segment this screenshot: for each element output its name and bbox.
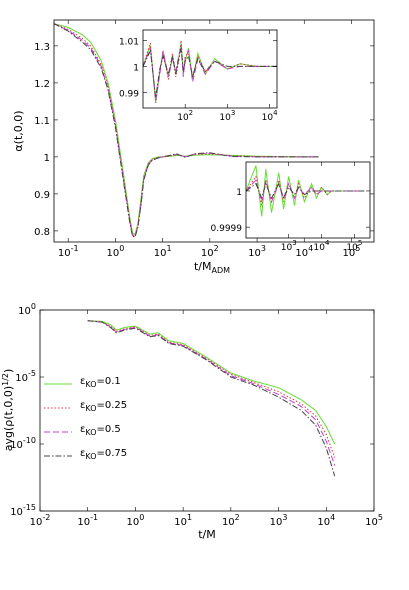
top-ytick-label-0: 0.8 <box>34 227 50 238</box>
bottom-ylabel-sup: 1/2 <box>1 373 10 386</box>
inset1-background <box>143 30 277 108</box>
bottom-xtick-label-7: 105 <box>365 513 383 528</box>
legend-label-1: εKO=0.25 <box>80 400 127 413</box>
inset1-ytick-label-0: 0.99 <box>119 89 139 99</box>
bottom-axes-frame <box>39 309 375 512</box>
inset1-series-group <box>143 40 277 103</box>
inset1-xtick-label-1: 103 <box>219 109 235 123</box>
inset2-series-group <box>246 165 365 217</box>
legend-label-3: εKO=0.75 <box>80 448 127 461</box>
bottom-x-ticks: 10-2 10-1 100 101 102 103 104 105 <box>30 310 383 528</box>
top-xtick-label-0: 10-1 <box>58 244 79 259</box>
inset2-xtick-label-0: 103 <box>281 239 297 253</box>
legend-label-0: εKO=0.1 <box>80 376 121 389</box>
top-xtick-label-6: 105 <box>343 244 361 259</box>
bottom-ylabel: avg(ρ(t,0,0)1/2) <box>1 369 15 452</box>
bottom-y-ticks: 100 10-5 10-10 10-15 <box>10 302 374 518</box>
top-ytick-label-4: 1.2 <box>34 79 50 90</box>
bottom-xtick-label-1: 10-1 <box>77 513 98 528</box>
top-ytick-label-2: 1 <box>44 153 50 164</box>
bottom-series-0 <box>87 320 336 445</box>
top-series-3 <box>54 23 319 238</box>
inset1-ytick-label-1: 1 <box>133 63 139 73</box>
inset2-xtick-label-1: 104 <box>314 239 330 253</box>
bottom-ylabel-end: ) <box>2 369 15 373</box>
inset2-background <box>246 162 370 238</box>
bottom-xtick-label-3: 101 <box>174 513 192 528</box>
inset1-y-ticks: 0.99 1 1.01 <box>119 37 277 99</box>
bottom-ylabel-main: avg(ρ(t,0,0) <box>2 386 15 451</box>
inset1-series-3 <box>143 48 277 98</box>
bottom-ytick-label-2: 10-10 <box>10 436 36 451</box>
inset2-ytick-label-1: 1 <box>236 188 242 198</box>
top-xlabel: t/MADM <box>194 260 230 275</box>
inset1-x-ticks: 102 103 104 <box>177 30 278 123</box>
bottom-ytick-label-0: 100 <box>18 302 36 317</box>
inset2-xtick-label-2: 105 <box>346 239 362 253</box>
inset2-series-3 <box>246 182 365 200</box>
bottom-series-2 <box>87 320 336 466</box>
bottom-series-group <box>87 320 336 477</box>
inset1-axes-frame <box>142 29 278 109</box>
bottom-xtick-label-2: 100 <box>127 513 145 528</box>
bottom-xtick-label-6: 104 <box>317 513 335 528</box>
top-ytick-label-1: 0.9 <box>34 190 50 201</box>
top-chart: 10-1 100 101 102 103 104 105 0.80.911.11.21.3 … <box>12 19 375 275</box>
top-xtick-label-3: 102 <box>201 244 219 259</box>
inset1-series-2 <box>143 45 277 101</box>
top-xlabel-sub: ADM <box>211 266 230 275</box>
bottom-xtick-label-4: 102 <box>222 513 240 528</box>
top-xtick-label-2: 101 <box>154 244 172 259</box>
bottom-series-3 <box>87 320 336 477</box>
top-y-ticks: 0.8 0.9 1 1.1 1.2 1.3 <box>34 42 374 238</box>
bottom-chart: 10-2 10-1 100 101 102 103 104 105 10010-510-101… <box>1 302 383 541</box>
bottom-ytick-label-3: 10-15 <box>10 503 36 518</box>
top-xtick-label-1: 100 <box>107 244 125 259</box>
bottom-ytick-label-1: 10-5 <box>15 369 36 384</box>
top-xtick-label-5: 104 <box>295 244 313 259</box>
inset1-ytick-label-2: 1.01 <box>119 37 139 47</box>
legend-label-2: εKO=0.5 <box>80 424 121 437</box>
bottom-xtick-label-5: 103 <box>270 513 288 528</box>
top-xlabel-main: t/M <box>194 260 212 273</box>
top-axes-frame <box>53 19 375 243</box>
top-ytick-label-5: 1.3 <box>34 42 50 53</box>
inset1-chart: 102 103 104 0.99 1 1.01 <box>119 29 278 123</box>
inset2-axes-frame <box>245 161 371 239</box>
inset2-x-ticks: 103 104 105 <box>281 162 362 253</box>
top-ytick-label-3: 1.1 <box>34 116 50 127</box>
inset2-ytick-label-0: 0.9999 <box>211 224 243 234</box>
top-xtick-label-4: 103 <box>248 244 266 259</box>
bottom-xtick-label-0: 10-2 <box>30 513 51 528</box>
inset2-chart: 103 104 105 0.9999 1 <box>211 161 371 253</box>
inset2-y-ticks: 0.9999 1 <box>211 188 370 234</box>
bottom-legend: εKO=0.1 εKO=0.25 εKO=0.5 εKO=0.75 <box>44 376 127 461</box>
top-x-ticks: 10-1 100 101 102 103 104 105 <box>58 20 361 259</box>
inset1-xtick-label-2: 104 <box>262 109 278 123</box>
top-ylabel: α(t,0,0) <box>12 110 25 151</box>
inset1-xtick-label-0: 102 <box>177 109 193 123</box>
bottom-xlabel: t/M <box>198 528 216 541</box>
top-series-group <box>54 23 319 238</box>
